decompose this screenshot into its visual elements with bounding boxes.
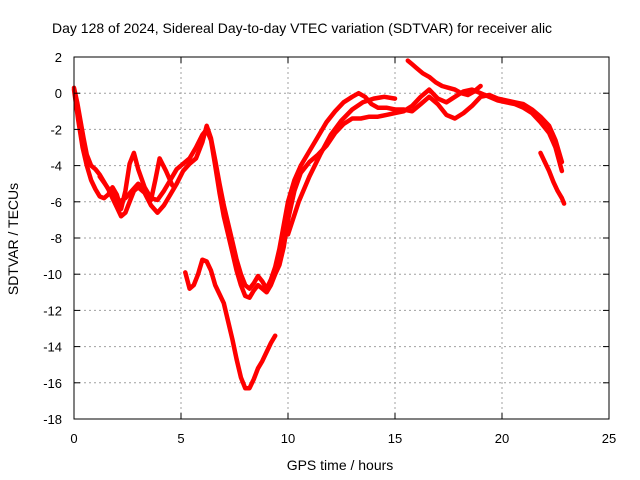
series-track-3: [97, 156, 175, 205]
chart-title: Day 128 of 2024, Sidereal Day-to-day VTE…: [52, 20, 552, 36]
series-track-1: [71, 87, 565, 300]
series-track-5: [183, 257, 278, 391]
grid: [74, 57, 609, 419]
y-tick-label: -8: [50, 231, 62, 246]
x-tick-label: 5: [177, 431, 184, 446]
y-tick-label: -18: [43, 412, 62, 427]
x-tick-label: 15: [388, 431, 402, 446]
y-axis-label: SDTVAR / TECUs: [5, 183, 21, 295]
x-tick-label: 25: [602, 431, 616, 446]
series-group: [71, 58, 567, 391]
ticks: 0 5 10 15 20 25 -18 -16 -14 -12 -10 -8 -6 -4 -2 0 2: [43, 50, 616, 446]
series-track-7: [538, 150, 567, 206]
series-track-2: [71, 85, 565, 291]
x-axis-label: GPS time / hours: [287, 457, 394, 473]
x-tick-label: 20: [495, 431, 509, 446]
y-tick-label: -14: [43, 340, 62, 355]
y-tick-label: -12: [43, 303, 62, 318]
x-tick-label: 0: [70, 431, 77, 446]
y-tick-label: 2: [55, 50, 62, 65]
y-tick-label: -10: [43, 267, 62, 282]
series-track-6: [405, 58, 483, 98]
y-tick-label: -6: [50, 195, 62, 210]
y-tick-label: -2: [50, 122, 62, 137]
series-track-4: [285, 94, 398, 237]
y-tick-label: -16: [43, 376, 62, 391]
y-tick-label: -4: [50, 159, 62, 174]
y-tick-label: 0: [55, 86, 62, 101]
x-tick-label: 10: [281, 431, 295, 446]
